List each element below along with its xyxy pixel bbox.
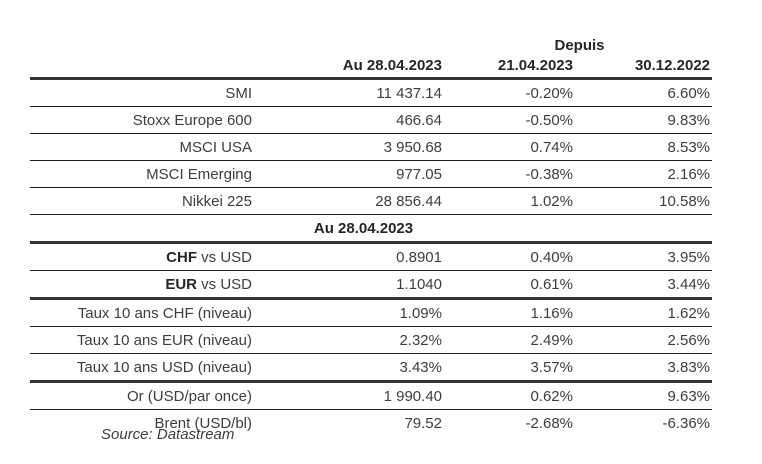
value-au-date: 977.05 (280, 160, 447, 188)
value-au-date: 1.1040 (280, 270, 447, 300)
row-label-bold: CHF (166, 248, 197, 266)
table-row-eur-usd: EUR vs USD 1.1040 0.61% 3.44% (30, 270, 713, 300)
value-au-date: 79.52 (404, 414, 442, 432)
row-label-text: Stoxx Europe 600 (132, 111, 252, 129)
row-label: Taux 10 ans EUR (niveau) (30, 326, 280, 354)
row-label-text: Taux 10 ans EUR (niveau) (76, 331, 252, 349)
value-au-date: 466.64 (280, 106, 447, 134)
value-since-prev-week: -0.38% (447, 160, 578, 188)
row-label: Stoxx Europe 600 (30, 106, 280, 134)
row-label: Nikkei 225 (30, 187, 280, 215)
value-au-date: 3 950.68 (280, 133, 447, 161)
section-header-row: Au 28.04.2023 (30, 214, 713, 244)
row-label: MSCI USA (30, 133, 280, 161)
row-label: Taux 10 ans CHF (niveau) (30, 298, 280, 327)
value-since-year-start: -6.36% (662, 414, 711, 432)
row-label-text: MSCI USA (179, 138, 252, 156)
row-label-text: Taux 10 ans USD (niveau) (76, 358, 252, 376)
value-au-date: 11 437.14 (280, 78, 447, 107)
depuis-header-row: Depuis (30, 36, 712, 54)
value-since-year-start: 3.83% (578, 353, 713, 383)
source-note: Source: Datastream (101, 426, 235, 443)
table-row-stoxx: Stoxx Europe 600 466.64 -0.50% 9.83% (30, 106, 713, 134)
row-label-bold: EUR (165, 275, 197, 293)
value-since-prev-week: 0.61% (447, 270, 578, 300)
column-header-row: Au 28.04.2023 21.04.2023 30.12.2022 (30, 54, 713, 80)
row-label-text: Or (USD/par once) (126, 387, 252, 405)
value-since-prev-week: 3.57% (447, 353, 578, 383)
row-label-text: Brent (USD/bl) (154, 414, 252, 432)
value-since-year-start: 9.83% (578, 106, 713, 134)
depuis-spacer (30, 36, 447, 54)
value-since-year-start: 10.58% (578, 187, 713, 215)
value-since-prev-week: 2.49% (447, 326, 578, 354)
table-row-taux-usd: Taux 10 ans USD (niveau) 3.43% 3.57% 3.8… (30, 353, 713, 383)
section-spacer (578, 214, 713, 244)
value-since-prev-week: -0.50% (447, 106, 578, 134)
value-since-prev-week: 1.02% (447, 187, 578, 215)
value-au-date: 1.09% (280, 298, 447, 327)
row-label: SMI (30, 78, 280, 107)
value-au-date: 3.43% (280, 353, 447, 383)
value-since-year-start: 1.62% (578, 298, 713, 327)
table-row-taux-chf: Taux 10 ans CHF (niveau) 1.09% 1.16% 1.6… (30, 298, 713, 327)
row-label: Or (USD/par once) (30, 381, 280, 410)
row-label-text: vs USD (196, 248, 252, 266)
value-since-year-start: 3.95% (578, 242, 713, 271)
value-since-prev-week: 0.40% (447, 242, 578, 271)
table-row-taux-eur: Taux 10 ans EUR (niveau) 2.32% 2.49% 2.5… (30, 326, 713, 354)
value-since-year-start: 9.63% (578, 381, 713, 410)
row-label-text: MSCI Emerging (146, 165, 252, 183)
table-row-nikkei: Nikkei 225 28 856.44 1.02% 10.58% (30, 187, 713, 215)
table-row-msci-usa: MSCI USA 3 950.68 0.74% 8.53% (30, 133, 713, 161)
value-au-date: 0.8901 (280, 242, 447, 271)
row-label-text: Nikkei 225 (181, 192, 252, 210)
row-label-text: Taux 10 ans CHF (niveau) (77, 304, 252, 322)
table-row-gold: Or (USD/par once) 1 990.40 0.62% 9.63% (30, 381, 713, 410)
value-since-year-start: 6.60% (578, 78, 713, 107)
section-spacer (30, 214, 280, 244)
value-since-prev-week: 0.62% (447, 381, 578, 410)
row-label: EUR vs USD (30, 270, 280, 300)
section-spacer (447, 214, 578, 244)
table-row-msci-emerging: MSCI Emerging 977.05 -0.38% 2.16% (30, 160, 713, 188)
value-since-year-start: 2.56% (578, 326, 713, 354)
value-au-date: 1 990.40 (280, 381, 447, 410)
column-header-since-year-start: 30.12.2022 (578, 54, 713, 80)
row-label: Brent (USD/bl) (30, 410, 280, 437)
table-row-brent: Brent (USD/bl) 79.52 -2.68% -6.36% (30, 410, 712, 437)
value-since-prev-week: 0.74% (447, 133, 578, 161)
table-row-smi: SMI 11 437.14 -0.20% 6.60% (30, 78, 713, 107)
row-label: CHF vs USD (30, 242, 280, 271)
column-header-au-date: Au 28.04.2023 (280, 54, 447, 80)
depuis-label: Depuis (554, 36, 605, 54)
value-since-prev-week: -2.68% (525, 414, 573, 432)
label-column-header (30, 54, 280, 80)
row-label-text: vs USD (196, 275, 252, 293)
table-row-chf-usd: CHF vs USD 0.8901 0.40% 3.95% (30, 242, 713, 271)
row-label: Taux 10 ans USD (niveau) (30, 353, 280, 383)
value-since-prev-week: 1.16% (447, 298, 578, 327)
value-since-year-start: 2.16% (578, 160, 713, 188)
column-header-since-prev-week: 21.04.2023 (447, 54, 578, 80)
value-since-year-start: 8.53% (578, 133, 713, 161)
row-label-text: SMI (225, 84, 252, 102)
section-header-au-date: Au 28.04.2023 (280, 214, 447, 244)
row-label: MSCI Emerging (30, 160, 280, 188)
market-data-table: Depuis Au 28.04.2023 21.04.2023 30.12.20… (30, 36, 713, 437)
value-au-date: 2.32% (280, 326, 447, 354)
value-since-prev-week: -0.20% (447, 78, 578, 107)
value-since-year-start: 3.44% (578, 270, 713, 300)
value-au-date: 28 856.44 (280, 187, 447, 215)
